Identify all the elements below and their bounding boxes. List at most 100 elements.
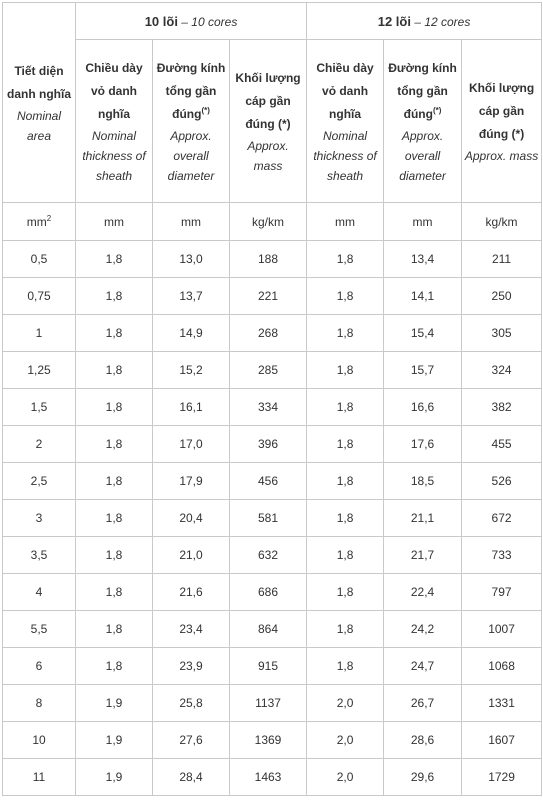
cell-thickness-12: 1,8 [307,241,384,278]
cell-thickness-12: 1,8 [307,463,384,500]
cell-diameter-12: 24,2 [384,611,462,648]
cell-thickness-12: 1,8 [307,389,384,426]
cell-thickness-10: 1,8 [76,241,153,278]
unit-diameter-12: mm [384,203,462,241]
cell-diameter-10: 20,4 [153,500,230,537]
cell-diameter-10: 17,0 [153,426,230,463]
cell-mass-12: 382 [462,389,542,426]
cell-area: 3 [3,500,76,537]
thickness-header-12: Chiều dày vỏ danh nghĩa Nominal thicknes… [307,40,384,203]
cell-diameter-12: 22,4 [384,574,462,611]
mass-header-10: Khối lượng cáp gần đúng (*) Approx. mass [230,40,307,203]
cell-area: 0,5 [3,241,76,278]
cell-thickness-10: 1,9 [76,685,153,722]
cell-area: 1 [3,315,76,352]
cell-diameter-10: 25,8 [153,685,230,722]
cell-mass-12: 324 [462,352,542,389]
table-row: 0,5 1,8 13,0 188 1,8 13,4 211 [3,241,542,278]
cell-thickness-12: 1,8 [307,278,384,315]
cell-thickness-10: 1,9 [76,722,153,759]
cell-mass-10: 1137 [230,685,307,722]
cell-mass-10: 864 [230,611,307,648]
data-rows: 0,5 1,8 13,0 188 1,8 13,4 211 0,75 1,8 13,7 221 1,8… [3,241,542,796]
table-row: 3,5 1,8 21,0 632 1,8 21,7 733 [3,537,542,574]
cell-diameter-12: 29,6 [384,759,462,796]
cell-diameter-10: 23,4 [153,611,230,648]
cell-thickness-10: 1,8 [76,500,153,537]
cell-area: 8 [3,685,76,722]
cell-area: 2,5 [3,463,76,500]
cell-mass-12: 1331 [462,685,542,722]
cell-thickness-12: 1,8 [307,648,384,685]
cell-mass-10: 285 [230,352,307,389]
table-row: 2 1,8 17,0 396 1,8 17,6 455 [3,426,542,463]
cell-thickness-10: 1,8 [76,278,153,315]
cell-area: 1,5 [3,389,76,426]
cell-diameter-12: 13,4 [384,241,462,278]
cell-diameter-12: 15,4 [384,315,462,352]
area-header-vi: Tiết diện danh nghĩa [5,60,73,106]
cell-mass-10: 1369 [230,722,307,759]
cell-mass-10: 456 [230,463,307,500]
cell-diameter-12: 17,6 [384,426,462,463]
cell-diameter-12: 26,7 [384,685,462,722]
area-header-en: Nominal area [5,106,73,146]
cell-diameter-12: 28,6 [384,722,462,759]
cell-area: 11 [3,759,76,796]
cell-diameter-12: 24,7 [384,648,462,685]
cell-diameter-10: 15,2 [153,352,230,389]
thickness-header-10: Chiều dày vỏ danh nghĩa Nominal thicknes… [76,40,153,203]
cell-thickness-12: 2,0 [307,759,384,796]
cell-area: 5,5 [3,611,76,648]
cell-mass-10: 686 [230,574,307,611]
cell-diameter-12: 15,7 [384,352,462,389]
area-header-cell: Tiết diện danh nghĩa Nominal area [3,3,76,203]
column-header-row: Chiều dày vỏ danh nghĩa Nominal thicknes… [3,40,542,203]
unit-thickness-10: mm [76,203,153,241]
cell-thickness-10: 1,8 [76,352,153,389]
cell-diameter-10: 14,9 [153,315,230,352]
cell-thickness-12: 1,8 [307,426,384,463]
cell-thickness-12: 1,8 [307,574,384,611]
cell-mass-10: 221 [230,278,307,315]
cell-diameter-12: 14,1 [384,278,462,315]
diameter-header-12: Đường kính tổng gần đúng(*) Approx. over… [384,40,462,203]
table-row: 4 1,8 21,6 686 1,8 22,4 797 [3,574,542,611]
cell-thickness-10: 1,8 [76,537,153,574]
cell-thickness-12: 1,8 [307,352,384,389]
table-row: 1 1,8 14,9 268 1,8 15,4 305 [3,315,542,352]
cell-thickness-10: 1,8 [76,574,153,611]
cell-mass-12: 1007 [462,611,542,648]
table-row: 2,5 1,8 17,9 456 1,8 18,5 526 [3,463,542,500]
units-row: mm2 mm mm kg/km mm mm kg/km [3,203,542,241]
cell-diameter-12: 16,6 [384,389,462,426]
cell-mass-12: 455 [462,426,542,463]
cell-diameter-10: 13,7 [153,278,230,315]
cell-mass-10: 1463 [230,759,307,796]
cell-thickness-10: 1,8 [76,315,153,352]
cell-area: 0,75 [3,278,76,315]
table-row: 10 1,9 27,6 1369 2,0 28,6 1607 [3,722,542,759]
unit-diameter-10: mm [153,203,230,241]
cell-mass-12: 250 [462,278,542,315]
unit-area: mm2 [3,203,76,241]
cell-diameter-10: 17,9 [153,463,230,500]
cell-thickness-10: 1,8 [76,463,153,500]
cell-thickness-12: 2,0 [307,722,384,759]
table-row: 5,5 1,8 23,4 864 1,8 24,2 1007 [3,611,542,648]
cell-diameter-10: 21,6 [153,574,230,611]
mass-header-12: Khối lượng cáp gần đúng (*) Approx. mass [462,40,542,203]
cell-mass-10: 632 [230,537,307,574]
cell-mass-12: 526 [462,463,542,500]
cell-diameter-10: 28,4 [153,759,230,796]
cell-thickness-10: 1,8 [76,648,153,685]
table-row: 11 1,9 28,4 1463 2,0 29,6 1729 [3,759,542,796]
group-header-10-cores: 10 lõi – 10 cores [76,3,307,40]
cell-diameter-12: 18,5 [384,463,462,500]
cell-area: 6 [3,648,76,685]
cell-thickness-12: 2,0 [307,685,384,722]
cell-mass-12: 733 [462,537,542,574]
table-row: 0,75 1,8 13,7 221 1,8 14,1 250 [3,278,542,315]
cell-diameter-10: 13,0 [153,241,230,278]
